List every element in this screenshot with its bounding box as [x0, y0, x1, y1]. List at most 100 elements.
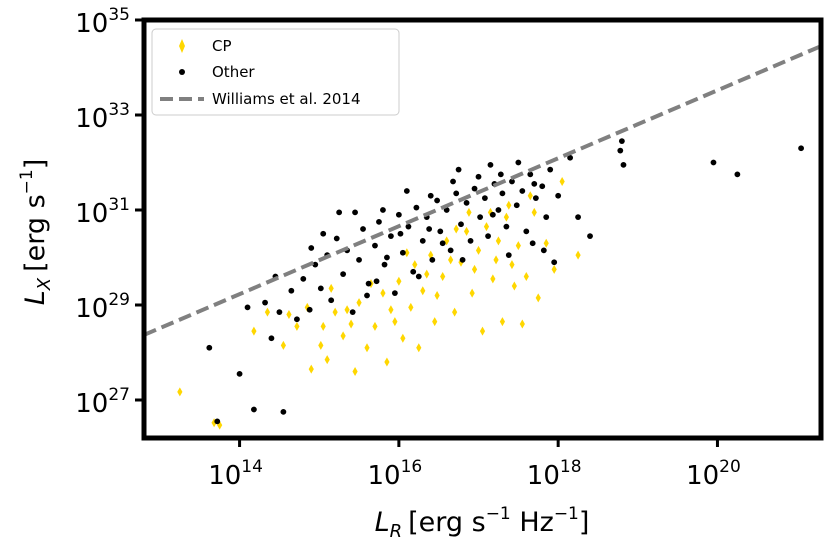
cp-point	[408, 302, 414, 312]
other-point	[515, 159, 522, 166]
cp-point	[440, 272, 446, 281]
other-point	[419, 237, 426, 244]
other-point	[308, 245, 315, 251]
cp-point	[527, 191, 533, 201]
cp-point	[551, 264, 557, 274]
other-point	[395, 211, 402, 218]
other-point	[710, 159, 717, 166]
other-point	[244, 304, 251, 311]
cp-point	[324, 355, 330, 365]
other-point	[276, 309, 283, 316]
other-point	[410, 268, 417, 275]
cp-point	[380, 288, 386, 298]
reference-line-layer	[143, 44, 822, 337]
other-point	[320, 230, 327, 237]
other-point	[455, 166, 462, 173]
other-point	[531, 180, 538, 187]
other-point	[543, 214, 550, 221]
other-point	[294, 316, 300, 323]
other-point	[399, 249, 406, 256]
other-point	[236, 370, 243, 377]
other-point	[426, 226, 433, 232]
cp-point	[372, 321, 378, 331]
cp-point	[384, 357, 390, 367]
other-point	[413, 204, 420, 211]
cp-point	[420, 286, 426, 296]
other-point	[439, 240, 446, 247]
cp-point	[328, 283, 334, 293]
other-point	[373, 278, 380, 285]
y-tick-label: 1031	[75, 195, 130, 229]
cp-point	[332, 307, 338, 317]
other-point	[214, 418, 221, 425]
other-point	[540, 247, 547, 254]
y-axis-label: LX[erg s−1]	[17, 159, 55, 306]
other-point	[459, 256, 466, 263]
other-point	[495, 207, 502, 213]
other-point	[206, 344, 213, 351]
cp-point	[503, 212, 509, 222]
cp-point	[453, 224, 459, 234]
other-point	[429, 256, 436, 263]
legend-cp-marker	[179, 39, 185, 53]
other-point	[575, 214, 581, 221]
other-point	[280, 408, 287, 415]
legend-other-marker	[179, 69, 185, 75]
other-point	[471, 185, 478, 192]
x-tick-label: 1020	[686, 457, 741, 491]
cp-point	[519, 319, 525, 329]
other-point	[405, 223, 412, 230]
x-tick-label: 1018	[527, 457, 582, 491]
other-point	[618, 138, 625, 145]
other-point	[388, 233, 394, 240]
other-point	[251, 406, 257, 413]
williams-reference-line	[143, 44, 822, 337]
other-point	[450, 178, 456, 185]
other-point	[567, 154, 574, 161]
cp-point	[559, 177, 565, 186]
cp-point	[432, 317, 438, 327]
x-axis-ticks: 1014 1016 1018 1020	[208, 438, 741, 491]
cp-point	[251, 326, 257, 336]
cp-point	[448, 255, 454, 265]
legend-cp-label: CP	[212, 37, 232, 55]
other-point	[527, 171, 534, 178]
other-point	[551, 259, 558, 266]
cp-point	[412, 260, 418, 270]
other-point	[467, 237, 474, 244]
cp-point	[308, 364, 314, 374]
cp-point	[318, 340, 324, 350]
cp-point	[479, 326, 486, 336]
other-point	[372, 242, 378, 249]
other-point	[317, 285, 324, 292]
legend-frame	[151, 28, 400, 116]
cp-point	[304, 302, 310, 312]
other-point	[485, 233, 491, 240]
other-point	[336, 209, 343, 216]
cp-point	[388, 305, 394, 315]
cp-point	[434, 291, 440, 300]
y-tick-label: 1035	[75, 5, 130, 39]
other-point	[555, 192, 562, 199]
other-point	[380, 207, 386, 213]
other-point	[547, 166, 554, 173]
other-point	[381, 261, 388, 268]
cp-point	[490, 274, 496, 284]
other-point	[349, 309, 356, 316]
data-points	[177, 138, 804, 430]
other-point	[505, 252, 512, 259]
legend-williams-label: Williams et al. 2014	[212, 90, 361, 108]
other-point	[453, 190, 460, 197]
other-point	[587, 233, 593, 240]
cp-point	[469, 288, 475, 298]
other-point	[497, 171, 504, 178]
other-point	[300, 275, 307, 282]
other-point	[487, 161, 494, 168]
other-point	[499, 190, 506, 197]
cp-point	[466, 207, 472, 217]
cp-point	[320, 321, 326, 331]
cp-point	[294, 321, 300, 331]
y-tick-label: 1029	[75, 290, 130, 324]
other-point	[306, 306, 313, 313]
